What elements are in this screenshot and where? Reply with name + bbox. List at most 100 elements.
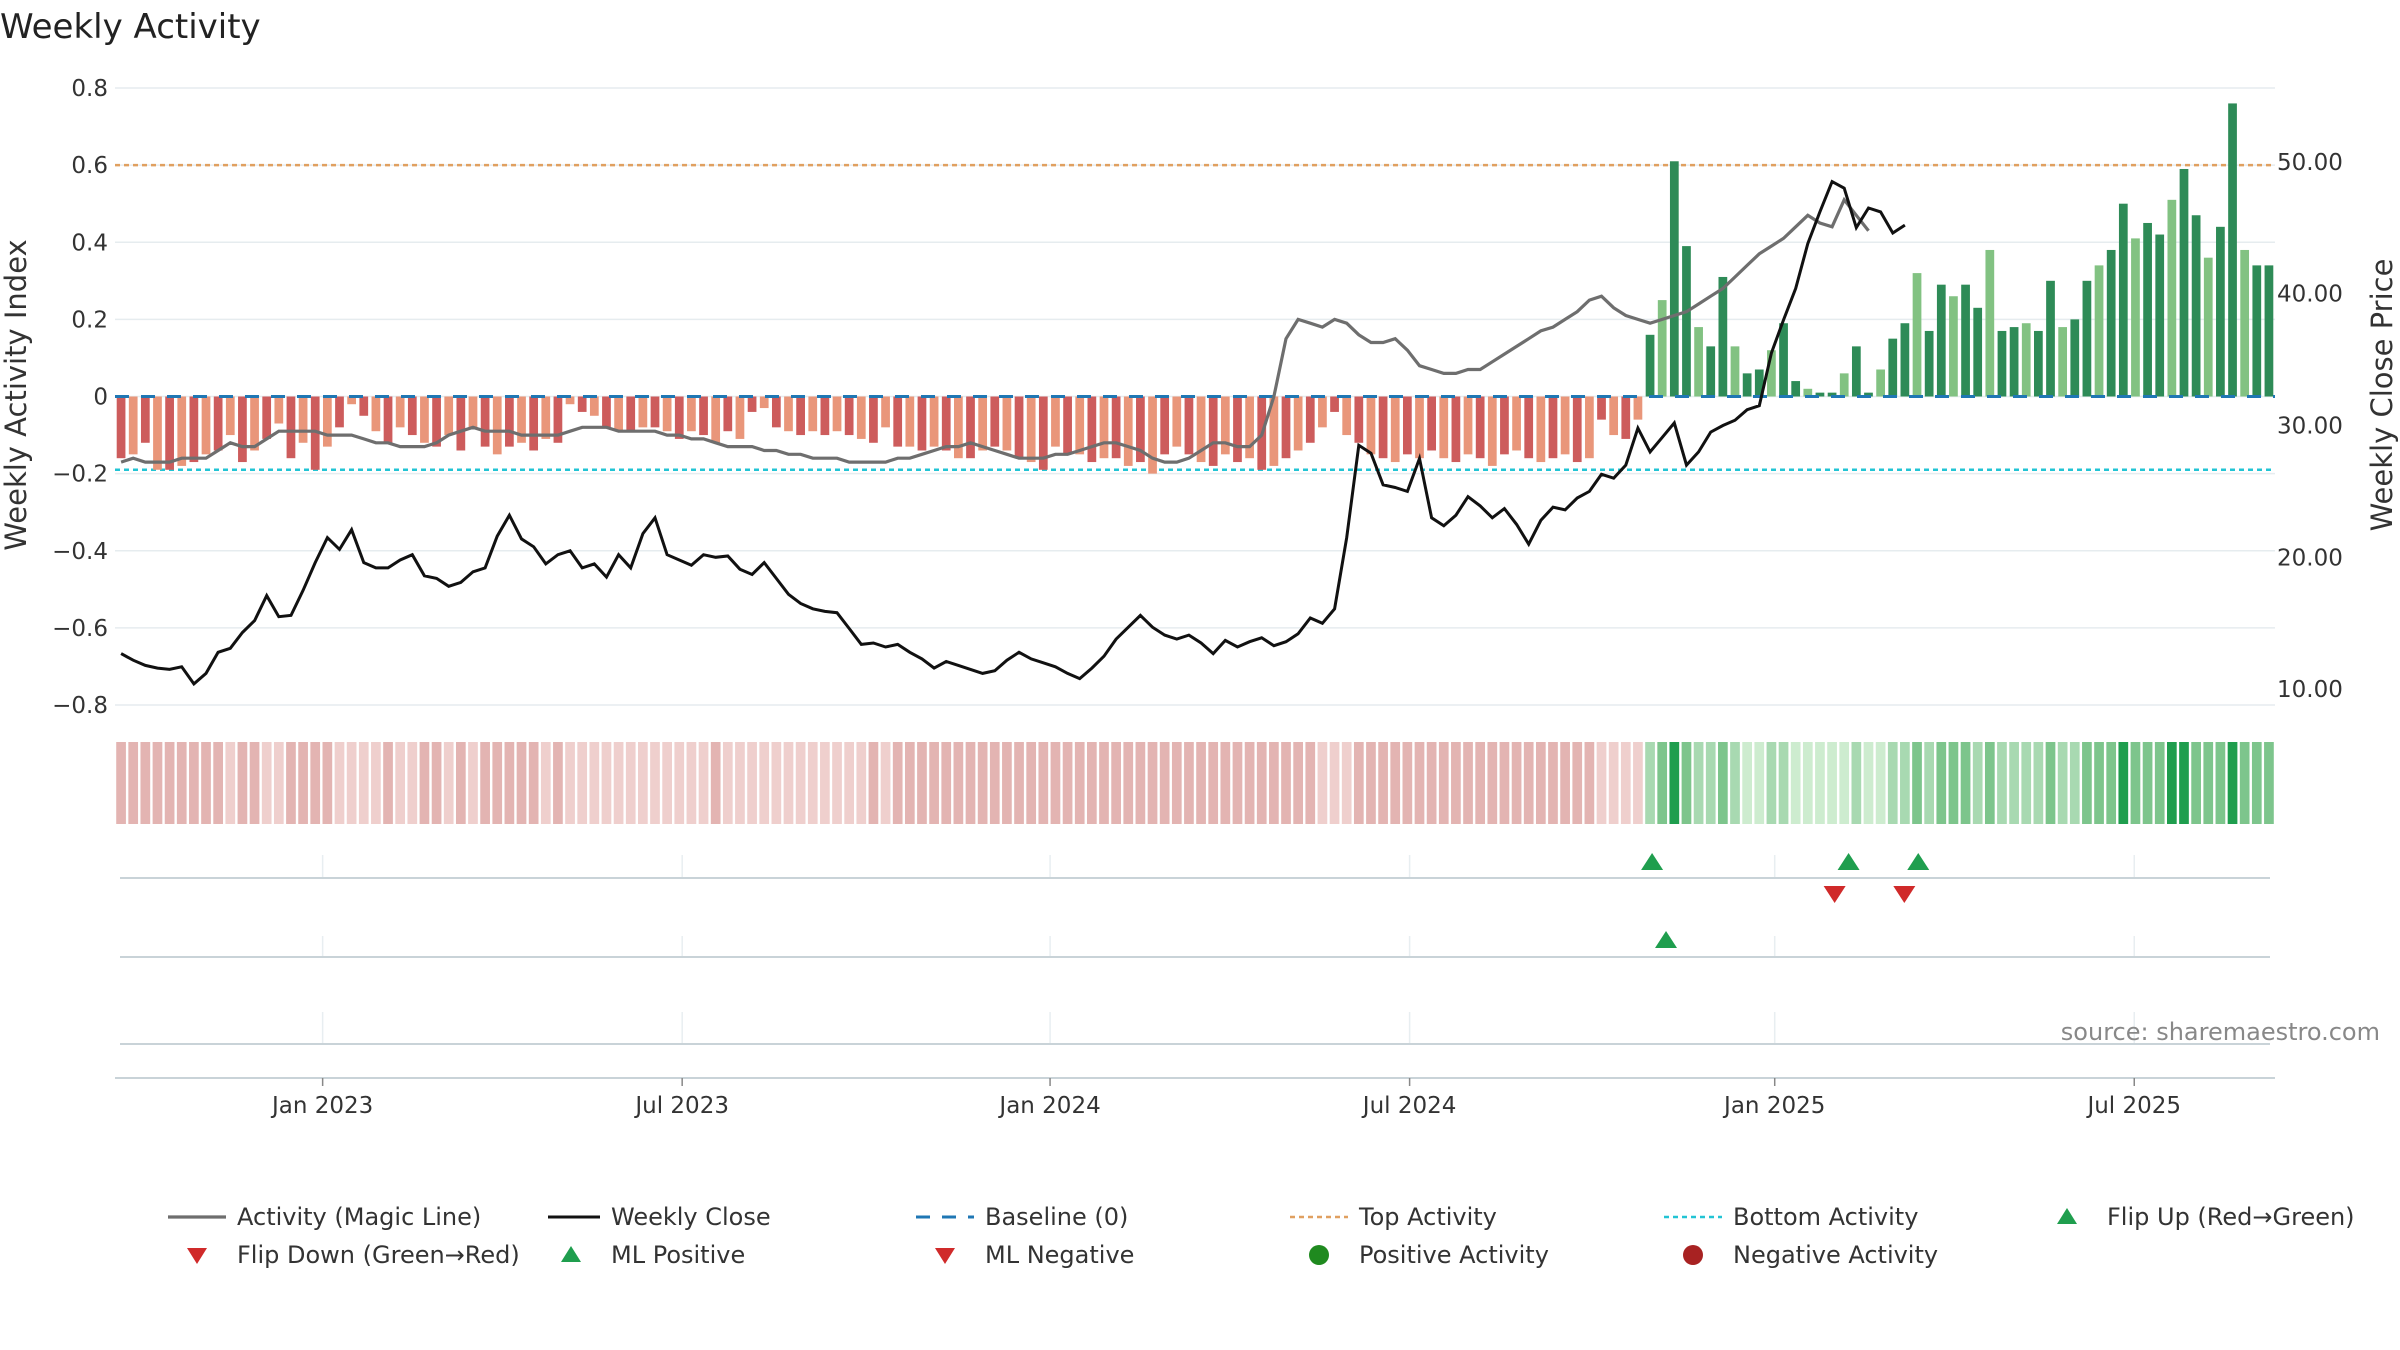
- activity-bar: [856, 396, 866, 439]
- strip-cell: [2154, 742, 2165, 824]
- legend-item: ML Negative: [935, 1241, 1134, 1269]
- strip-cell: [1305, 742, 1316, 824]
- activity-bar: [1851, 346, 1861, 397]
- strip-cell: [164, 742, 175, 824]
- flip-up-marker: [1837, 853, 1860, 870]
- strip-cell: [904, 742, 915, 824]
- strip-cell: [1414, 742, 1425, 824]
- activity-bar: [2216, 226, 2225, 397]
- activity-bar: [2179, 168, 2189, 397]
- strip-cell: [2069, 742, 2080, 824]
- strip-cell: [1875, 742, 1886, 824]
- strip-cell: [1523, 742, 1534, 824]
- legend-swatch-ml-negative: [935, 1248, 955, 1264]
- activity-bar: [1014, 396, 1024, 459]
- strip-cell: [261, 742, 272, 824]
- legend-swatch-positive-activity: [1309, 1245, 1329, 1265]
- activity-bar: [1633, 396, 1643, 420]
- strip-cell: [1038, 742, 1049, 824]
- activity-bar: [941, 396, 951, 451]
- activity-bar: [1815, 392, 1825, 397]
- activity-bar: [662, 396, 672, 432]
- strip-cell: [759, 742, 770, 824]
- legend-label: Bottom Activity: [1733, 1203, 1918, 1231]
- activity-bar: [2240, 249, 2250, 397]
- legend-label: Positive Activity: [1359, 1241, 1549, 1269]
- activity-bar: [359, 396, 369, 416]
- activity-bar: [699, 396, 708, 436]
- activity-bar: [638, 396, 648, 428]
- activity-bar: [1305, 396, 1315, 443]
- legend-label: Baseline (0): [985, 1203, 1128, 1231]
- activity-bar: [832, 396, 842, 432]
- strip-cell: [832, 742, 842, 824]
- activity-bar: [2046, 280, 2055, 397]
- strip-cell: [1960, 742, 1971, 824]
- legend-item: Flip Up (Red→Green): [2057, 1203, 2355, 1231]
- strip-cell: [1535, 742, 1546, 824]
- activity-bars: [115, 103, 2275, 474]
- strip-cell: [1451, 742, 1461, 824]
- activity-bar: [1949, 296, 1958, 397]
- strip-cell: [455, 742, 466, 824]
- legend-item: ML Positive: [561, 1241, 745, 1269]
- strip-cell: [1912, 742, 1922, 824]
- strip-cell: [735, 742, 745, 824]
- strip-cell: [1293, 742, 1303, 824]
- activity-bar: [1985, 249, 1995, 397]
- legend-label: Weekly Close: [611, 1203, 771, 1231]
- x-tick-label: Jul 2023: [633, 1093, 729, 1119]
- strip-cell: [1669, 742, 1680, 824]
- strip-cell: [941, 742, 952, 824]
- strip-cell: [710, 742, 721, 824]
- activity-bar: [250, 396, 259, 451]
- activity-bar: [1839, 373, 1849, 397]
- strip-cell: [322, 742, 333, 824]
- activity-bar: [1718, 276, 1728, 397]
- right-tick-label: 40.00: [2277, 282, 2343, 308]
- activity-bar: [2106, 249, 2116, 397]
- strip-cell: [1087, 742, 1097, 824]
- activity-bar: [153, 396, 162, 470]
- strip-cell: [2251, 742, 2262, 824]
- activity-bar: [1160, 396, 1170, 455]
- activity-bar: [905, 396, 915, 447]
- activity-bar: [869, 396, 878, 443]
- strip-cell: [613, 742, 624, 824]
- activity-bar: [444, 396, 454, 436]
- activity-bar: [2155, 234, 2165, 397]
- activity-bar: [1075, 396, 1085, 455]
- strip-cell: [1790, 742, 1801, 824]
- activity-bar: [1196, 396, 1206, 463]
- strip-cell: [189, 742, 199, 824]
- strip-cell: [1972, 742, 1983, 824]
- strip-cell: [2142, 742, 2153, 824]
- legend-label: Negative Activity: [1733, 1241, 1938, 1269]
- activity-bar: [189, 396, 199, 463]
- activity-bar: [1038, 396, 1048, 470]
- left-tick-label: −0.4: [52, 539, 108, 565]
- legend-swatch-negative-activity: [1683, 1245, 1703, 1265]
- left-tick-label: 0.4: [71, 230, 108, 256]
- activity-bar: [1293, 396, 1303, 451]
- strip-cell: [783, 742, 794, 824]
- flip-marker-panels: [120, 853, 2270, 1045]
- strip-cell: [540, 742, 551, 824]
- strip-cell: [1608, 742, 1619, 824]
- activity-bar: [1233, 396, 1242, 463]
- right-tick-label: 10.00: [2277, 677, 2343, 703]
- activity-bar: [1694, 327, 1703, 397]
- strip-cell: [1099, 742, 1109, 824]
- activity-bar: [407, 396, 417, 436]
- activity-bar: [1026, 396, 1036, 463]
- strip-cell: [443, 742, 454, 824]
- strip-cell: [747, 742, 757, 824]
- activity-bar: [140, 396, 150, 443]
- strip-cell: [237, 742, 248, 824]
- activity-bar: [1148, 396, 1157, 474]
- series-lines: [120, 179, 1906, 687]
- strip-cell: [1802, 742, 1813, 824]
- strip-cell: [650, 742, 660, 824]
- strip-cell: [2167, 742, 2177, 824]
